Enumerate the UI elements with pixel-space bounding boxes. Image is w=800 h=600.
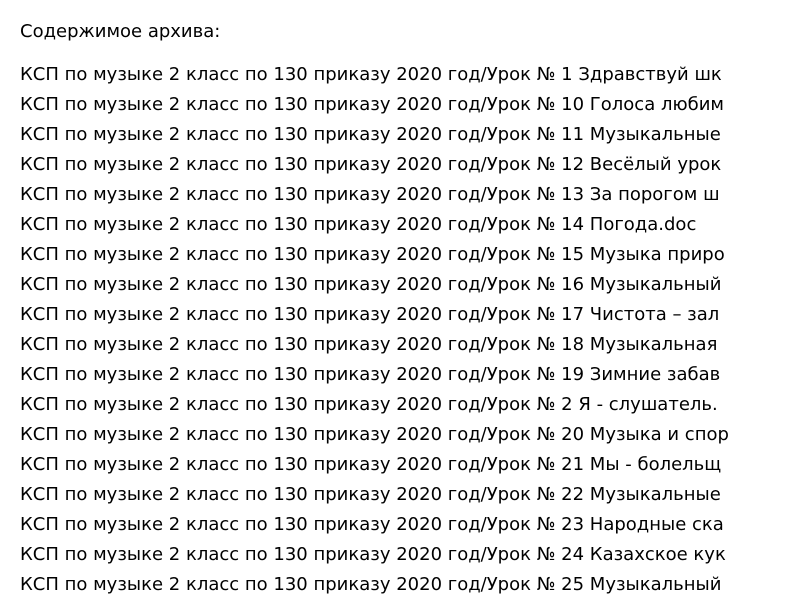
file-entry: КСП по музыке 2 класс по 130 приказу 202… [20,124,721,145]
archive-title: Содержимое архива: [20,21,221,42]
file-entry: КСП по музыке 2 класс по 130 приказу 202… [20,424,729,445]
file-entry: КСП по музыке 2 класс по 130 приказу 202… [20,304,720,325]
file-entry: КСП по музыке 2 класс по 130 приказу 202… [20,514,724,535]
file-list: КСП по музыке 2 класс по 130 приказу 202… [20,60,800,600]
file-entry: КСП по музыке 2 класс по 130 приказу 202… [20,214,697,235]
file-entry: КСП по музыке 2 класс по 130 приказу 202… [20,184,720,205]
file-entry: КСП по музыке 2 класс по 130 приказу 202… [20,484,721,505]
file-entry: КСП по музыке 2 класс по 130 приказу 202… [20,64,722,85]
file-entry: КСП по музыке 2 класс по 130 приказу 202… [20,334,718,355]
file-entry: КСП по музыке 2 класс по 130 приказу 202… [20,454,722,475]
file-entry: КСП по музыке 2 класс по 130 приказу 202… [20,274,722,295]
file-entry: КСП по музыке 2 класс по 130 приказу 202… [20,154,722,175]
file-entry: КСП по музыке 2 класс по 130 приказу 202… [20,94,724,115]
file-entry: КСП по музыке 2 класс по 130 приказу 202… [20,394,718,415]
file-entry: КСП по музыке 2 класс по 130 приказу 202… [20,364,721,385]
file-entry: КСП по музыке 2 класс по 130 приказу 202… [20,244,725,265]
file-entry: КСП по музыке 2 класс по 130 приказу 202… [20,574,722,595]
file-entry: КСП по музыке 2 класс по 130 приказу 202… [20,544,726,565]
